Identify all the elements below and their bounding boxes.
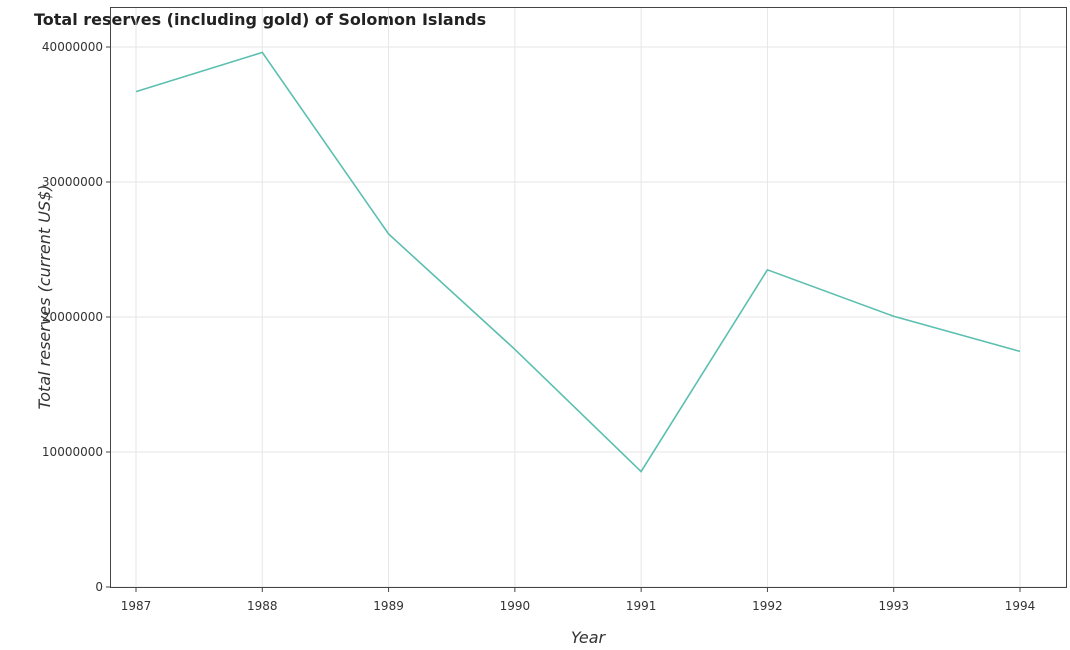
x-tick-label: 1991 — [626, 599, 657, 613]
y-tick-label: 40000000 — [42, 40, 103, 54]
x-tick-label: 1990 — [500, 599, 531, 613]
x-tick-label: 1989 — [373, 599, 404, 613]
x-tick-label: 1993 — [878, 599, 909, 613]
x-tick-label: 1987 — [121, 599, 152, 613]
y-tick-label: 20000000 — [42, 310, 103, 324]
series-layer — [135, 51, 1021, 473]
y-tick-label: 0 — [95, 580, 103, 594]
x-tick-label: 1992 — [752, 599, 783, 613]
chart-title: Total reserves (including gold) of Solom… — [34, 10, 486, 29]
x-tick-label: 1988 — [247, 599, 278, 613]
gridlines — [111, 8, 1066, 588]
series-line — [135, 51, 1021, 473]
x-tick-labels: 1987 1988 1989 1990 1991 1992 1993 1994 — [121, 587, 1036, 613]
plot-frame — [110, 7, 1067, 588]
y-axis-label: Total reserves (current US$) — [35, 184, 54, 409]
y-tick-label: 30000000 — [42, 175, 103, 189]
x-tick-label: 1994 — [1005, 599, 1036, 613]
y-tick-label: 10000000 — [42, 445, 103, 459]
y-tick-labels: 0 10000000 20000000 30000000 40000000 — [42, 40, 111, 594]
x-axis-label: Year — [571, 628, 607, 647]
